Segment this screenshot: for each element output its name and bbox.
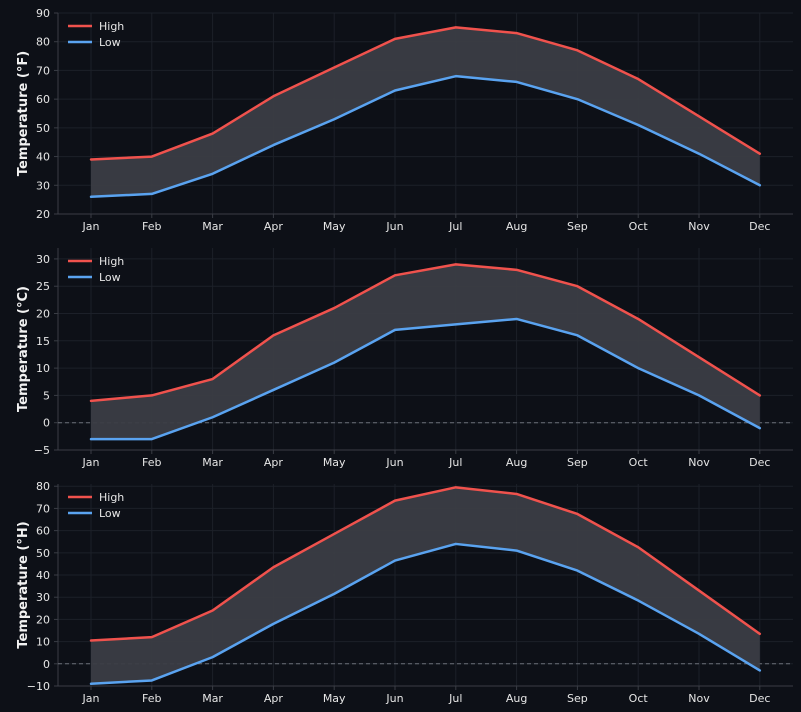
- y-tick-label: 40: [36, 569, 50, 582]
- y-tick-label: 50: [36, 122, 50, 135]
- x-tick-label: Nov: [688, 456, 710, 469]
- y-tick-label: 70: [36, 64, 50, 77]
- y-tick-label: 10: [36, 636, 50, 649]
- x-tick-label: Jan: [82, 220, 100, 233]
- y-axis-label: Temperature (°C): [16, 286, 31, 412]
- chart-panel-2: Jan Feb Mar Apr May Jun Jul Aug Sep Oct Nov Dec −5 0 5…: [16, 248, 793, 469]
- x-tick-label: Oct: [629, 456, 649, 469]
- y-tick-label: 30: [36, 591, 50, 604]
- x-tick-label: Dec: [749, 456, 770, 469]
- x-tick-label: Dec: [749, 220, 770, 233]
- x-tick-label: Oct: [629, 692, 649, 705]
- y-tick-label: 40: [36, 151, 50, 164]
- temperature-range-band: [91, 487, 760, 684]
- x-tick-label: Jul: [448, 220, 462, 233]
- x-tick-label: Mar: [202, 220, 223, 233]
- y-tick-label: 90: [36, 7, 50, 20]
- y-tick-label: 80: [36, 36, 50, 49]
- y-tick-label: −5: [34, 444, 50, 457]
- legend-label-low: Low: [99, 271, 121, 284]
- x-tick-label: Jul: [448, 692, 462, 705]
- y-tick-label: 30: [36, 179, 50, 192]
- x-tick-label: Sep: [567, 220, 588, 233]
- x-tick-label: Jul: [448, 456, 462, 469]
- legend-label-low: Low: [99, 507, 121, 520]
- x-tick-label: May: [323, 220, 346, 233]
- y-tick-label: 60: [36, 93, 50, 106]
- legend-label-high: High: [99, 255, 124, 268]
- y-tick-label: 0: [43, 658, 50, 671]
- y-tick-label: 15: [36, 335, 50, 348]
- x-tick-label: Oct: [629, 220, 649, 233]
- x-tick-label: Apr: [264, 220, 284, 233]
- y-tick-label: 20: [36, 308, 50, 321]
- x-tick-label: Sep: [567, 692, 588, 705]
- x-tick-label: Aug: [506, 692, 527, 705]
- legend: High Low: [68, 491, 124, 520]
- y-tick-label: 0: [43, 417, 50, 430]
- series-line-high: [89, 263, 762, 403]
- y-axis-label: Temperature (°F): [16, 51, 31, 176]
- temperature-range-band: [91, 264, 760, 440]
- x-tick-label: Feb: [142, 692, 161, 705]
- series-line-high: [89, 486, 762, 642]
- chart-panel-3: Jan Feb Mar Apr May Jun Jul Aug Sep Oct Nov Dec −10 0…: [16, 480, 793, 705]
- series-line-high: [89, 26, 762, 161]
- y-tick-label: 70: [36, 502, 50, 515]
- series-line-low: [89, 74, 762, 199]
- x-tick-label: Jan: [82, 692, 100, 705]
- y-tick-label: −10: [27, 680, 50, 693]
- x-tick-label: Apr: [264, 456, 284, 469]
- x-tick-label: Apr: [264, 692, 284, 705]
- x-tick-label: May: [323, 456, 346, 469]
- y-tick-label: 30: [36, 253, 50, 266]
- x-tick-label: Mar: [202, 456, 223, 469]
- legend-label-high: High: [99, 491, 124, 504]
- x-tick-label: Sep: [567, 456, 588, 469]
- series-line-low: [89, 317, 762, 441]
- legend-label-high: High: [99, 20, 124, 33]
- x-tick-label: Aug: [506, 220, 527, 233]
- x-tick-label: Mar: [202, 692, 223, 705]
- x-tick-label: Jun: [385, 220, 403, 233]
- series-line-low: [89, 542, 762, 686]
- y-tick-label: 5: [43, 389, 50, 402]
- x-tick-label: Jun: [385, 456, 403, 469]
- x-tick-label: Aug: [506, 456, 527, 469]
- y-tick-label: 25: [36, 280, 50, 293]
- legend-label-low: Low: [99, 36, 121, 49]
- chart-panel-1: Jan Feb Mar Apr May Jun Jul Aug Sep Oct Nov Dec 20 30…: [16, 7, 793, 233]
- x-tick-label: Jan: [82, 456, 100, 469]
- temperature-range-band: [91, 27, 760, 197]
- x-tick-label: Feb: [142, 456, 161, 469]
- y-tick-label: 80: [36, 480, 50, 493]
- legend: High Low: [68, 20, 124, 49]
- y-tick-label: 20: [36, 208, 50, 221]
- x-tick-label: Jun: [385, 692, 403, 705]
- x-tick-label: Dec: [749, 692, 770, 705]
- x-tick-label: Feb: [142, 220, 161, 233]
- y-tick-label: 10: [36, 362, 50, 375]
- y-tick-label: 20: [36, 613, 50, 626]
- legend: High Low: [68, 255, 124, 284]
- y-tick-label: 50: [36, 547, 50, 560]
- x-tick-label: May: [323, 692, 346, 705]
- x-tick-label: Nov: [688, 692, 710, 705]
- x-tick-label: Nov: [688, 220, 710, 233]
- y-axis-label: Temperature (°H): [16, 521, 31, 648]
- y-tick-label: 60: [36, 525, 50, 538]
